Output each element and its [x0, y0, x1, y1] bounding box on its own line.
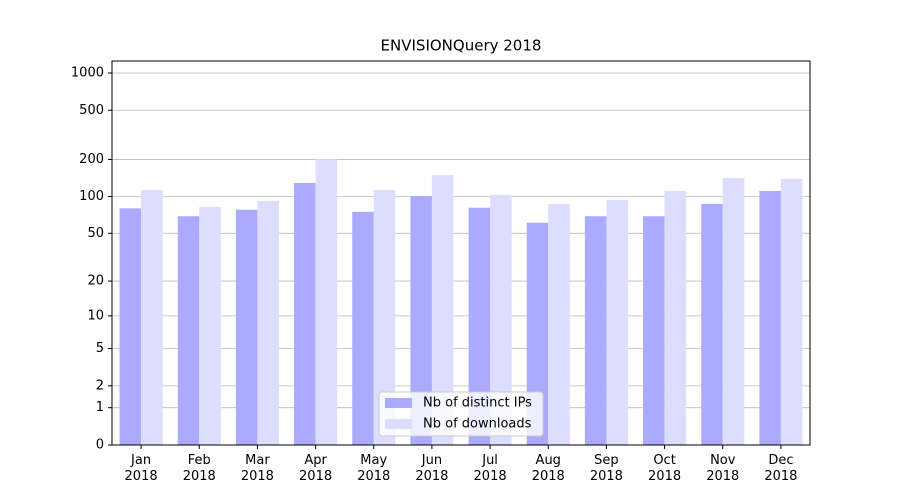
x-tick-label: Jan 2018: [124, 453, 158, 484]
y-tick-label: 500: [79, 103, 104, 118]
bar: [177, 216, 200, 445]
x-tick-label: Apr 2018: [299, 453, 333, 484]
bar: [373, 189, 396, 445]
x-tick-label: Sep 2018: [589, 453, 623, 484]
y-tick-label: 0: [96, 438, 104, 453]
bar: [257, 200, 279, 445]
bar: [643, 216, 665, 445]
x-tick-label: May 2018: [357, 453, 391, 484]
legend-swatch: [385, 398, 412, 408]
y-tick-label: 5: [96, 341, 104, 356]
x-tick-label: Mar 2018: [240, 453, 274, 484]
grid: [112, 72, 810, 446]
bar: [199, 207, 221, 445]
x-tick-label: Jul 2018: [473, 453, 507, 484]
bar: [315, 159, 338, 445]
chart-title: ENVISIONQuery 2018: [381, 37, 542, 55]
bar: [759, 190, 781, 445]
legend: Nb of distinct IPs Nb of downloads: [378, 391, 544, 437]
bar: [664, 190, 687, 445]
y-tick-label: 50: [87, 226, 104, 241]
bar: [584, 216, 607, 445]
bar: [722, 178, 745, 445]
bar: [235, 209, 258, 445]
x-tick-label: Aug 2018: [531, 453, 565, 484]
x-tick-label: Dec 2018: [764, 453, 798, 484]
bar: [141, 189, 163, 445]
y-tick-label: 200: [79, 152, 104, 167]
bar: [606, 199, 628, 445]
bar: [548, 203, 570, 445]
y-tick-label: 100: [79, 189, 104, 204]
bar: [294, 182, 316, 445]
x-tick-label: Oct 2018: [648, 453, 682, 484]
y-tick-label: 20: [87, 274, 104, 289]
y-tick-label: 2: [96, 378, 104, 393]
plot-frame: [111, 60, 811, 446]
legend-label: Nb of downloads: [423, 417, 532, 432]
bar: [468, 207, 491, 445]
bar: [410, 195, 432, 445]
bar: [119, 208, 142, 445]
bar: [526, 222, 549, 445]
legend-label: Nb of distinct IPs: [423, 396, 532, 411]
bar: [780, 178, 803, 445]
legend-swatch: [385, 419, 412, 429]
x-tick-label: Nov 2018: [706, 453, 740, 484]
bar: [490, 194, 512, 445]
y-tick-label: 10: [87, 308, 104, 323]
y-tick-label: 1: [96, 400, 104, 415]
bar: [701, 203, 723, 445]
bar: [431, 175, 454, 445]
y-tick-label: 1000: [71, 66, 104, 81]
bar: [352, 211, 374, 445]
x-tick-label: Jun 2018: [415, 453, 449, 484]
x-tick-label: Feb 2018: [182, 453, 216, 484]
legend-box: [378, 391, 544, 437]
